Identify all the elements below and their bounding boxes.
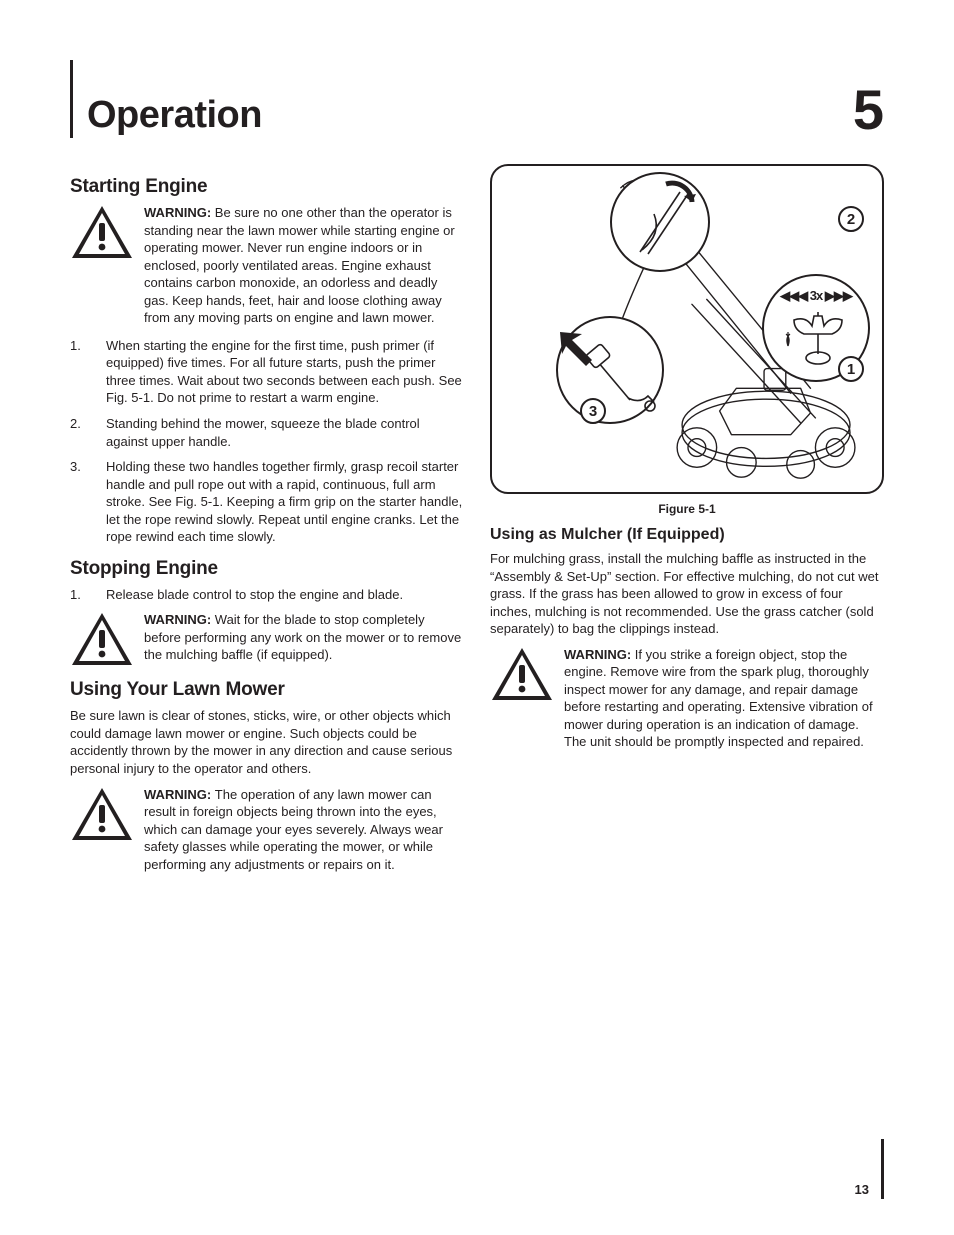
warning-body: Be sure no one other than the operator i…	[144, 205, 455, 325]
content-columns: Starting Engine WARNING: Be sure no one …	[70, 164, 884, 883]
step-text: Release blade control to stop the engine…	[106, 586, 403, 604]
warning-label: WARNING:	[564, 647, 635, 662]
page-number: 13	[855, 1182, 869, 1197]
detail-blade-control	[610, 172, 710, 272]
warning-label: WARNING:	[144, 612, 215, 627]
warning-text: WARNING: The operation of any lawn mower…	[144, 786, 464, 874]
callout-3: 3	[580, 398, 606, 424]
warning-stopping: WARNING: Wait for the blade to stop comp…	[70, 611, 464, 667]
callout-2: 2	[838, 206, 864, 232]
starting-steps: When starting the engine for the first t…	[70, 337, 464, 546]
chapter-header: Operation 5	[70, 60, 884, 138]
figure-caption: Figure 5-1	[490, 502, 884, 516]
right-column: ◀◀◀ 3x ▶▶▶ 1 2 3 Figu	[490, 164, 884, 883]
list-item: Holding these two handles together firml…	[70, 458, 464, 546]
list-item: When starting the engine for the first t…	[70, 337, 464, 407]
warning-label: WARNING:	[144, 787, 215, 802]
callout-1: 1	[838, 356, 864, 382]
list-item: Standing behind the mower, squeeze the b…	[70, 415, 464, 450]
heading-stopping-engine: Stopping Engine	[70, 558, 464, 580]
mulcher-body: For mulching grass, install the mulching…	[490, 550, 884, 638]
warning-body: If you strike a foreign object, stop the…	[564, 647, 873, 750]
warning-starting: WARNING: Be sure no one other than the o…	[70, 204, 464, 327]
warning-icon	[70, 786, 134, 842]
step-text: Holding these two handles together firml…	[106, 458, 464, 546]
using-intro: Be sure lawn is clear of stones, sticks,…	[70, 707, 464, 777]
warning-text: WARNING: If you strike a foreign object,…	[564, 646, 884, 751]
page-number-box: 13	[855, 1139, 884, 1199]
warning-icon	[490, 646, 554, 702]
warning-text: WARNING: Wait for the blade to stop comp…	[144, 611, 464, 667]
step-text: When starting the engine for the first t…	[106, 337, 464, 407]
detail-recoil-starter	[556, 316, 664, 424]
heading-mulcher: Using as Mulcher (If Equipped)	[490, 526, 884, 544]
stopping-steps: Release blade control to stop the engine…	[70, 586, 464, 604]
step-text: Standing behind the mower, squeeze the b…	[106, 415, 464, 450]
warning-text: WARNING: Be sure no one other than the o…	[144, 204, 464, 327]
chapter-title: Operation	[87, 96, 262, 138]
warning-mulcher: WARNING: If you strike a foreign object,…	[490, 646, 884, 751]
heading-using-mower: Using Your Lawn Mower	[70, 679, 464, 701]
primer-3x-label: ◀◀◀ 3x ▶▶▶	[764, 288, 868, 304]
left-column: Starting Engine WARNING: Be sure no one …	[70, 164, 464, 883]
warning-using: WARNING: The operation of any lawn mower…	[70, 786, 464, 874]
warning-icon	[70, 204, 134, 260]
chapter-number: 5	[853, 82, 884, 138]
list-item: Release blade control to stop the engine…	[70, 586, 464, 604]
heading-starting-engine: Starting Engine	[70, 176, 464, 198]
figure-5-1: ◀◀◀ 3x ▶▶▶ 1 2 3	[490, 164, 884, 494]
warning-icon	[70, 611, 134, 667]
warning-label: WARNING:	[144, 205, 215, 220]
